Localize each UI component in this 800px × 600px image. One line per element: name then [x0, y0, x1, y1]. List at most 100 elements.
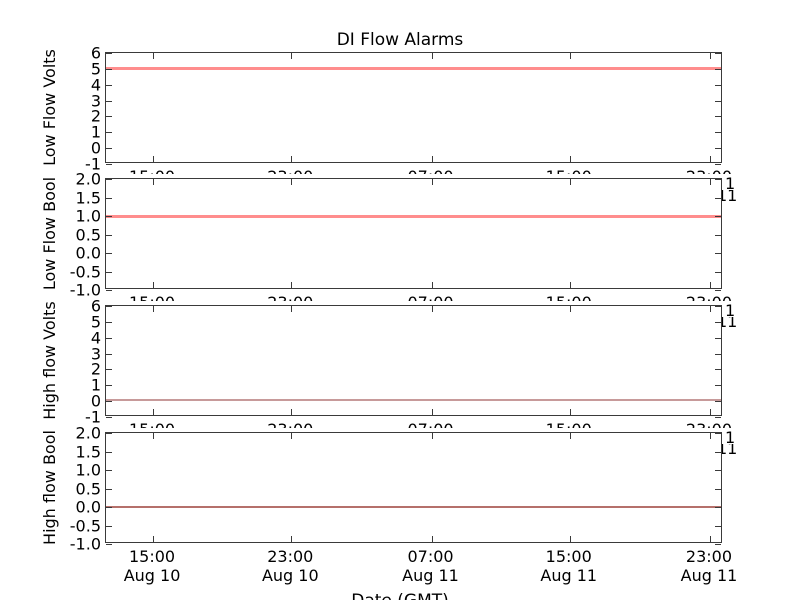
subplot-1: -1 0 1 2 3 4 5 6 Low Flow Volts	[40, 44, 722, 174]
y-tick-label-2-3: 0.0	[75, 243, 101, 263]
y-tick-right-1-6	[715, 84, 721, 86]
x-axis-title: Date (GMT)	[0, 591, 800, 600]
y-tick-right-4-3	[715, 507, 721, 508]
y-tick-2-1	[106, 290, 112, 291]
plot-area-1	[106, 53, 721, 162]
x-tick-top-3-4	[569, 306, 571, 312]
y-tick-4-7	[106, 433, 112, 434]
x-tick-top-4-1	[153, 433, 155, 439]
y-tick-1-2	[106, 148, 112, 150]
y-tick-4-3	[106, 507, 112, 508]
x-tick-bottom-4-4	[569, 536, 571, 542]
data-line-4-1	[106, 506, 721, 508]
axes-frame-1: -1 0 1 2 3 4 5 6	[85, 44, 722, 174]
y-tick-label-3-7: 5	[90, 312, 101, 332]
y-tick-4-6	[106, 451, 112, 453]
y-tick-label-2-1: -1.0	[69, 280, 101, 300]
y-tick-right-1-4	[715, 116, 721, 118]
y-tick-3-7	[106, 321, 112, 323]
y-tick-3-4	[106, 369, 112, 371]
y-tick-right-2-7	[715, 179, 721, 180]
x-tick-time: 23:00	[685, 547, 733, 566]
x-tick-time: 15:00	[129, 547, 176, 566]
x-tick-bottom-4-2	[291, 536, 293, 542]
x-tick-top-1-2	[291, 53, 293, 59]
y-tick-2-7	[106, 179, 112, 180]
x-tick-label-4-2: 23:00 Aug 10	[262, 547, 319, 585]
y-tick-right-4-7	[715, 433, 721, 434]
y-tick-1-6	[106, 84, 112, 86]
subplot-4: -1.0 -0.5 0.0 0.5 1.0 1.5 2.0 High flow Bool	[40, 424, 722, 554]
y-tick-right-2-6	[715, 197, 721, 199]
y-tick-right-4-5	[715, 470, 721, 471]
y-tick-label-4-2: -0.5	[69, 516, 101, 535]
x-tick-top-2-5	[709, 179, 711, 185]
x-tick-top-4-5	[709, 433, 711, 439]
y-tick-label-1-3: 1	[90, 122, 101, 142]
plot-area-3	[106, 306, 721, 415]
x-tick-date: Aug 11	[680, 566, 738, 585]
x-tick-top-4-4	[569, 433, 571, 439]
x-tick-label-4-4: 15:00 Aug 11	[540, 547, 597, 585]
y-tick-label-1-8: 6	[90, 43, 101, 63]
y-tick-label-3-1: -1	[85, 407, 101, 427]
clipped-date-fragment-3: 1	[725, 428, 736, 447]
x-tick-top-2-3	[431, 179, 433, 185]
y-tick-1-3	[106, 132, 112, 134]
x-tick-top-3-1	[153, 306, 155, 312]
y-tick-1-5	[106, 100, 112, 102]
x-tick-top-1-5	[709, 53, 711, 59]
y-tick-1-1	[106, 164, 112, 165]
y-tick-3-6	[106, 337, 112, 339]
y-tick-label-3-8: 6	[90, 296, 101, 316]
y-tick-2-3	[106, 253, 112, 254]
y-tick-3-8	[106, 306, 112, 307]
y-tick-right-2-3	[715, 253, 721, 254]
x-tick-top-1-3	[431, 53, 433, 59]
y-tick-right-1-8	[715, 53, 721, 54]
x-tick-top-1-1	[153, 53, 155, 59]
y-tick-3-1	[106, 417, 112, 418]
x-tick-bottom-1-5	[709, 156, 711, 162]
y-tick-right-4-4	[715, 488, 721, 490]
data-line-3-1	[106, 398, 721, 401]
x-tick-bottom-4-1	[153, 536, 155, 542]
y-tick-4-5	[106, 470, 112, 471]
x-tick-top-4-2	[291, 433, 293, 439]
subplot-2: -1.0 -0.5 0.0 0.5 1.0 1.5 2.0 Low Flow Bool	[40, 170, 722, 300]
x-tick-bottom-1-3	[431, 156, 433, 162]
y-tick-label-1-7: 5	[90, 59, 101, 79]
y-tick-right-1-2	[715, 148, 721, 150]
y-tick-label-1-6: 4	[90, 75, 101, 95]
y-tick-2-6	[106, 197, 112, 199]
y-tick-4-1	[106, 544, 112, 545]
x-tick-time: 07:00	[407, 547, 454, 566]
y-tick-right-3-4	[715, 369, 721, 371]
y-tick-right-1-1	[715, 164, 721, 165]
clipped-date-fragment-2: 1	[725, 301, 736, 320]
y-tick-2-2	[106, 271, 112, 273]
x-tick-label-4-3: 07:00 Aug 11	[402, 547, 459, 585]
y-axis-label-4: High flow Bool	[39, 429, 59, 545]
y-tick-label-4-3: 0.0	[75, 497, 101, 517]
axes-frame-3: -1 0 1 2 3 4 5 6	[85, 297, 722, 427]
y-tick-label-4-7: 2.0	[75, 423, 101, 443]
axes-frame-2: -1.0 -0.5 0.0 0.5 1.0 1.5 2.0	[70, 170, 722, 300]
y-tick-1-4	[106, 116, 112, 118]
x-tick-bottom-3-3	[431, 409, 433, 415]
x-tick-bottom-2-5	[709, 282, 711, 288]
y-tick-right-2-2	[715, 271, 721, 273]
axes-frame-4: -1.0 -0.5 0.0 0.5 1.0 1.5 2.0	[70, 424, 722, 554]
x-tick-date: Aug 10	[123, 566, 181, 585]
y-tick-label-2-6: 1.5	[75, 188, 101, 207]
y-tick-right-2-1	[715, 290, 721, 291]
y-tick-label-2-4: 0.5	[75, 225, 101, 244]
y-tick-3-2	[106, 401, 112, 403]
x-tick-bottom-1-1	[153, 156, 155, 162]
x-tick-label-4-1: 15:00 Aug 10	[124, 547, 181, 585]
y-tick-1-7	[106, 68, 112, 70]
x-tick-top-4-3	[431, 433, 433, 439]
x-tick-bottom-1-4	[569, 156, 571, 162]
x-tick-time: 23:00	[267, 547, 314, 566]
